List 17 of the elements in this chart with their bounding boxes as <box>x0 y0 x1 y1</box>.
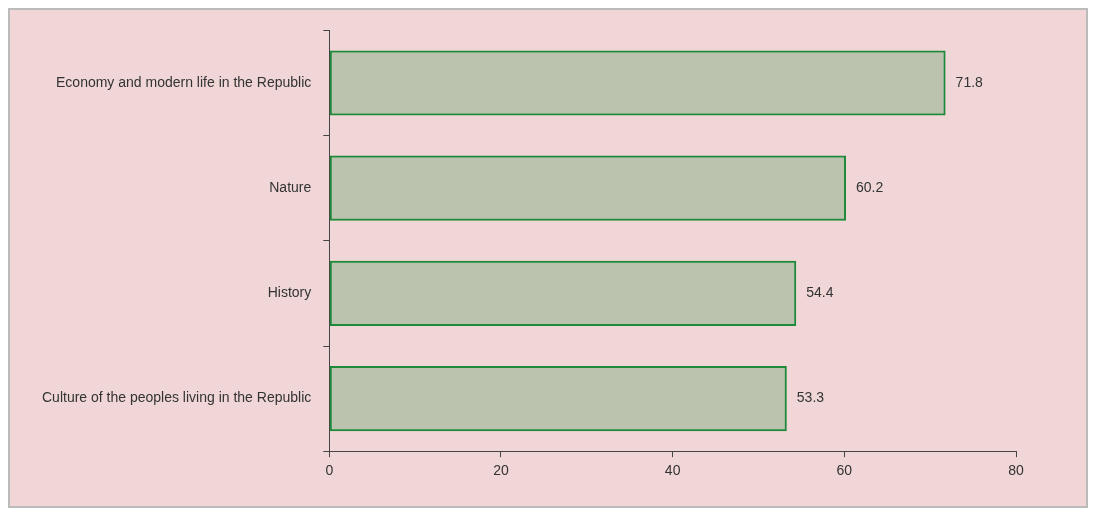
bar <box>329 365 787 432</box>
data-label: 60.2 <box>856 179 884 196</box>
y-tick-label: Economy and modern life in the Republic <box>56 73 312 90</box>
y-tick-label: Culture of the peoples living in the Republic <box>41 389 312 406</box>
bar <box>329 155 847 221</box>
x-tick-label: 60 <box>836 462 853 479</box>
bar <box>329 260 797 327</box>
data-label: 53.3 <box>796 389 825 406</box>
data-label: 54.4 <box>806 284 834 301</box>
x-tick-label: 80 <box>1008 462 1024 479</box>
x-tick-label: 20 <box>493 462 509 479</box>
data-label: 71.8 <box>955 73 984 90</box>
x-tick-label: 40 <box>664 462 681 479</box>
x-tick-label: 0 <box>325 462 334 479</box>
bar <box>329 50 946 116</box>
y-tick-label: History <box>267 284 312 301</box>
y-tick-label: Nature <box>269 179 312 196</box>
